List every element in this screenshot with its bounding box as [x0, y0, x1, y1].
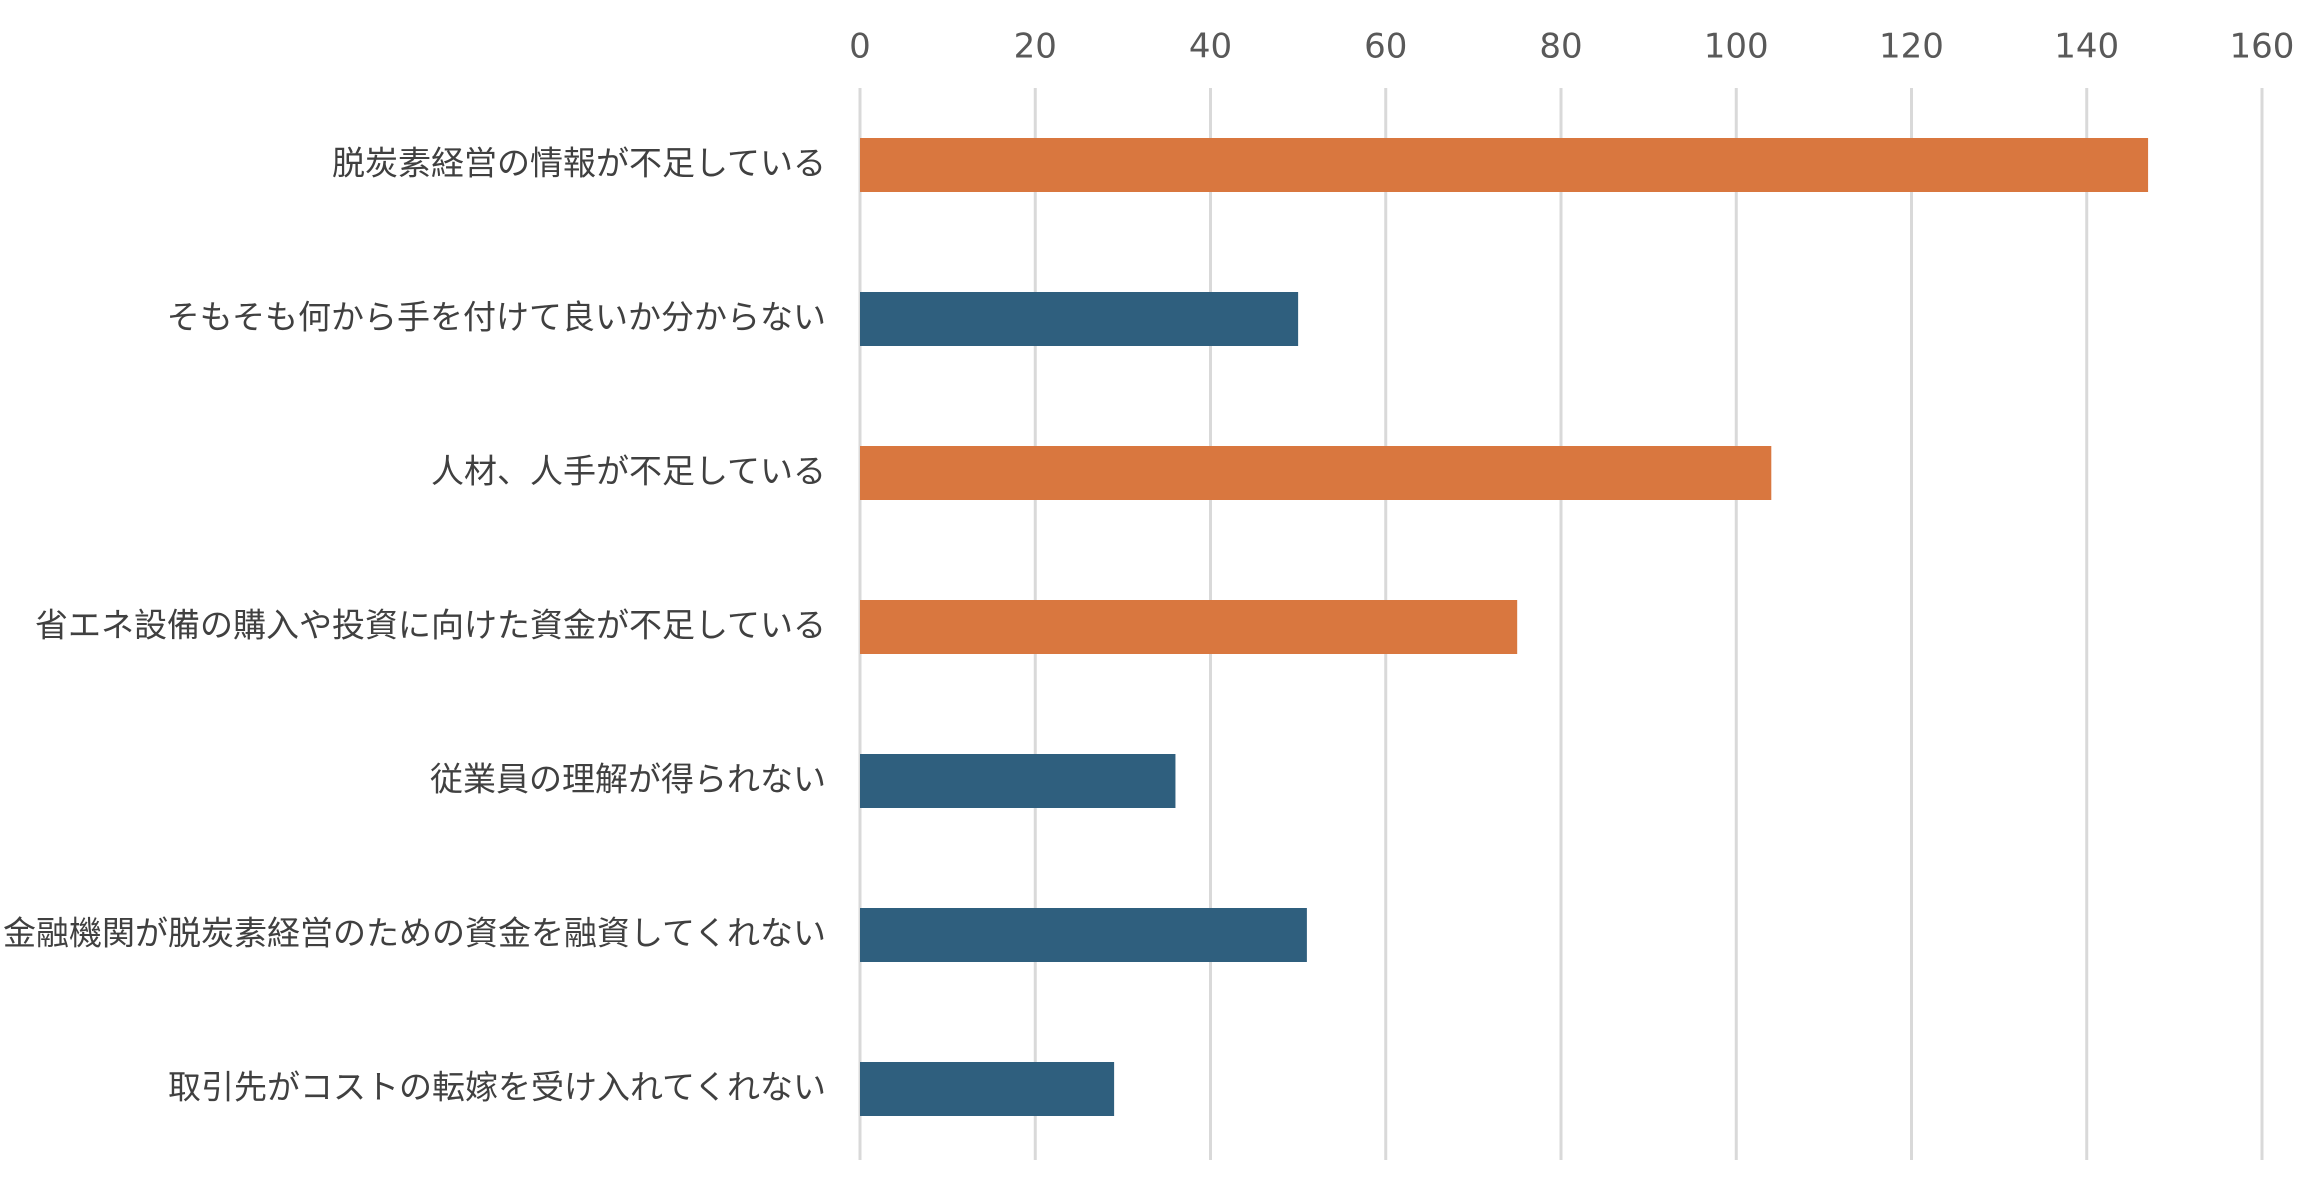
category-label: 人材、人手が不足している	[431, 452, 826, 491]
bar	[860, 754, 1176, 808]
category-label: そもそも何から手を付けて良いか分からない	[167, 298, 826, 337]
category-label: 脱炭素経営の情報が不足している	[332, 144, 826, 183]
x-tick-label: 100	[1704, 27, 1769, 67]
x-tick-label: 40	[1189, 27, 1232, 67]
category-label: 取引先がコストの転嫁を受け入れてくれない	[168, 1068, 826, 1107]
gridlines	[858, 88, 2264, 1160]
x-axis-tick-labels: 0 20 40 60 80 100 120 140 160	[849, 27, 2294, 67]
x-tick-label: 140	[2054, 27, 2119, 67]
category-label: 金融機関が脱炭素経営のための資金を融資してくれない	[3, 914, 826, 953]
x-tick-label: 60	[1364, 27, 1407, 67]
bars	[860, 138, 2149, 1116]
x-tick-label: 120	[1879, 27, 1944, 67]
bar	[860, 446, 1772, 500]
x-tick-label: 20	[1014, 27, 1057, 67]
bar	[860, 600, 1518, 654]
bar	[860, 1062, 1115, 1116]
category-label: 省エネ設備の購入や投資に向けた資金が不足している	[35, 606, 826, 645]
x-tick-label: 0	[849, 27, 871, 67]
x-tick-label: 80	[1539, 27, 1582, 67]
bar	[860, 292, 1299, 346]
x-tick-label: 160	[2230, 27, 2295, 67]
category-labels: 脱炭素経営の情報が不足しているそもそも何から手を付けて良いか分からない人材、人手…	[3, 144, 826, 1107]
bar	[860, 908, 1307, 962]
category-label: 従業員の理解が得られない	[430, 760, 826, 799]
bar	[860, 138, 2149, 192]
